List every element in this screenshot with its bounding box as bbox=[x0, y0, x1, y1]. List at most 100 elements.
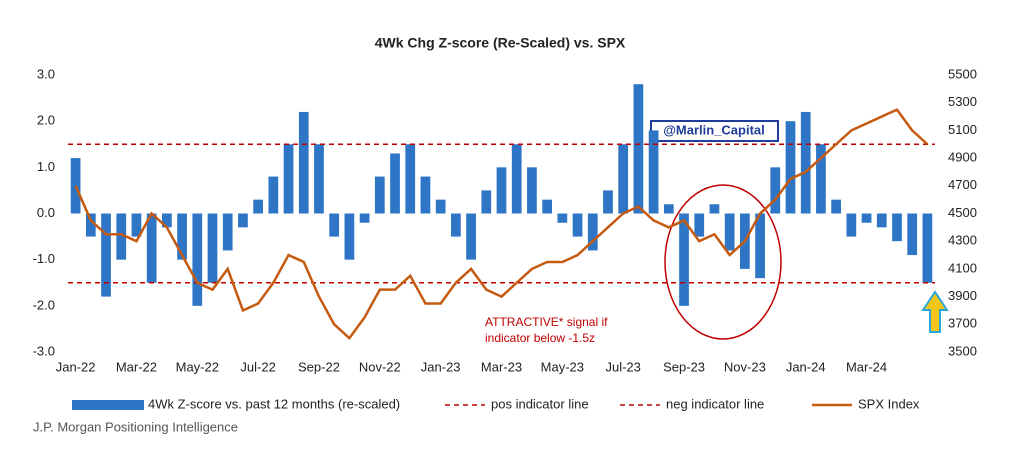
y-tick-label: 1.0 bbox=[37, 159, 55, 174]
bar bbox=[892, 213, 902, 242]
arrow-icon bbox=[921, 290, 949, 333]
bar bbox=[390, 153, 400, 214]
bar bbox=[694, 213, 705, 237]
bar bbox=[466, 213, 476, 260]
bar bbox=[922, 213, 933, 283]
annotation: ATTRACTIVE* signal if bbox=[485, 315, 608, 329]
x-tick-label: May-22 bbox=[176, 359, 219, 374]
x-tick-label: Mar-24 bbox=[846, 359, 887, 374]
source: J.P. Morgan Positioning Intelligence bbox=[33, 419, 238, 434]
x-tick-label: Sep-23 bbox=[663, 359, 705, 374]
x-tick-label: Jan-22 bbox=[56, 359, 96, 374]
x-tick-label: Jan-23 bbox=[421, 359, 461, 374]
x-tick-label: Sep-22 bbox=[298, 359, 340, 374]
bar bbox=[527, 167, 537, 214]
bar bbox=[496, 167, 507, 214]
bar bbox=[146, 213, 157, 283]
chart-title: 4Wk Chg Z-score (Re-Scaled) vs. SPX bbox=[375, 35, 626, 51]
bar bbox=[755, 213, 765, 279]
bar bbox=[283, 144, 294, 214]
y-tick-label: -2.0 bbox=[33, 297, 55, 312]
legend-label: SPX Index bbox=[858, 396, 920, 411]
x-tick-label: Jul-23 bbox=[605, 359, 640, 374]
bar bbox=[298, 111, 309, 214]
bar bbox=[603, 190, 613, 214]
legend-swatch bbox=[72, 400, 144, 410]
bar bbox=[785, 121, 796, 214]
y2-tick-label: 5300 bbox=[948, 94, 977, 109]
y-tick-label: 0.0 bbox=[37, 205, 55, 220]
bar bbox=[709, 204, 720, 214]
highlight-circle bbox=[664, 184, 782, 340]
bar bbox=[131, 213, 142, 237]
y2-tick-label: 4300 bbox=[948, 233, 977, 248]
watermark: @Marlin_Capital bbox=[663, 122, 765, 137]
bar bbox=[374, 176, 385, 214]
bar bbox=[800, 111, 811, 214]
bar bbox=[557, 213, 568, 223]
bar bbox=[344, 213, 355, 260]
bar bbox=[101, 213, 111, 297]
y-tick-label: -1.0 bbox=[33, 251, 55, 266]
bar bbox=[648, 130, 659, 214]
y-tick-label: 2.0 bbox=[37, 113, 55, 128]
y-tick-label: -3.0 bbox=[33, 343, 55, 358]
bar bbox=[253, 199, 263, 214]
bar bbox=[587, 213, 598, 251]
legend-label: 4Wk Z-score vs. past 12 months (re-scale… bbox=[148, 396, 400, 411]
x-tick-label: Mar-23 bbox=[481, 359, 522, 374]
x-tick-label: Jan-24 bbox=[786, 359, 826, 374]
legend-label: pos indicator line bbox=[491, 396, 589, 411]
y2-tick-label: 5100 bbox=[948, 122, 977, 137]
bar bbox=[192, 213, 203, 306]
y2-tick-label: 4900 bbox=[948, 150, 977, 165]
y2-tick-label: 4700 bbox=[948, 177, 977, 192]
x-tick-label: Nov-22 bbox=[359, 359, 401, 374]
y2-tick-label: 3700 bbox=[948, 316, 977, 331]
x-tick-label: Nov-23 bbox=[724, 359, 766, 374]
bar bbox=[831, 199, 841, 214]
bar bbox=[679, 213, 689, 306]
y2-tick-label: 3500 bbox=[948, 343, 977, 358]
bar bbox=[724, 213, 735, 251]
bar bbox=[816, 144, 826, 214]
bar bbox=[876, 213, 887, 228]
bar bbox=[207, 213, 218, 283]
bar bbox=[633, 84, 644, 214]
line bbox=[74, 108, 929, 341]
y2-tick-label: 5500 bbox=[948, 66, 977, 81]
bar bbox=[542, 199, 552, 214]
bar bbox=[572, 213, 583, 237]
bar bbox=[85, 213, 96, 237]
bar bbox=[177, 213, 187, 260]
bar bbox=[268, 176, 279, 214]
x-tick-label: May-23 bbox=[541, 359, 584, 374]
bar bbox=[770, 167, 781, 214]
x-tick-label: Jul-22 bbox=[240, 359, 275, 374]
bar bbox=[663, 204, 674, 214]
bar bbox=[618, 144, 629, 214]
bar bbox=[329, 213, 340, 237]
x-tick-label: Mar-22 bbox=[116, 359, 157, 374]
y2-tick-label: 3900 bbox=[948, 288, 977, 303]
bar bbox=[846, 213, 857, 237]
y2-tick-label: 4100 bbox=[948, 260, 977, 275]
bar bbox=[481, 190, 492, 214]
bar bbox=[70, 158, 81, 214]
bar bbox=[907, 213, 918, 256]
bar bbox=[222, 213, 233, 251]
bar bbox=[359, 213, 370, 223]
bar bbox=[116, 213, 127, 260]
annotation: indicator below -1.5z bbox=[485, 331, 595, 345]
bar bbox=[420, 176, 431, 214]
y-tick-label: 3.0 bbox=[37, 66, 55, 81]
bar bbox=[451, 213, 461, 237]
legend-label: neg indicator line bbox=[666, 396, 764, 411]
bar bbox=[511, 144, 522, 214]
bar bbox=[314, 144, 324, 214]
y2-tick-label: 4500 bbox=[948, 205, 977, 220]
bar bbox=[238, 213, 248, 228]
bar bbox=[861, 213, 872, 223]
bar bbox=[405, 144, 416, 214]
